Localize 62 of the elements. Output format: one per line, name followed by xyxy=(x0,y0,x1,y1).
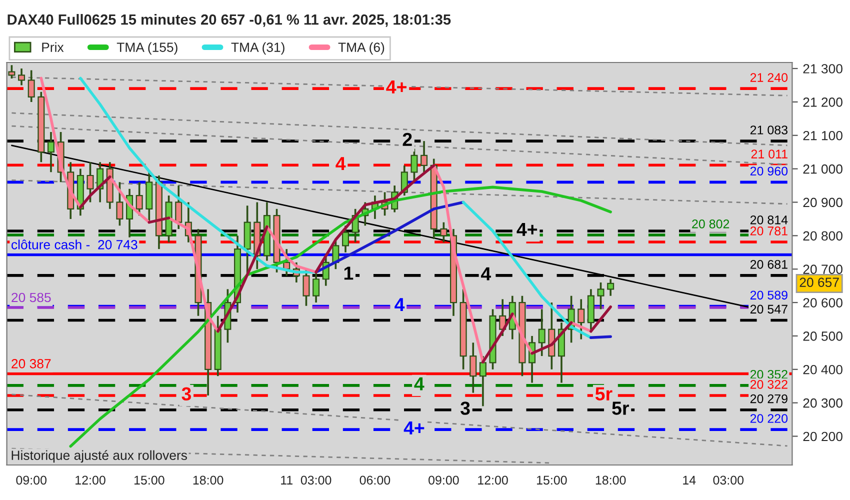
x-tick-label: 09:00 xyxy=(428,476,459,485)
y-tick-label: 20 600 xyxy=(803,298,842,308)
y-tick-label: 20 300 xyxy=(803,398,842,408)
x-tick-label: 09:00 xyxy=(16,476,46,485)
x-tick-label: 06:00 xyxy=(360,476,390,485)
legend-label: TMA (155) xyxy=(116,42,178,55)
annotation: 4 xyxy=(480,267,492,280)
annotation: 4 xyxy=(336,157,346,170)
x-tick-label: 12:00 xyxy=(76,476,106,485)
annotation: 4 xyxy=(394,298,405,312)
annotation: 4+ xyxy=(404,422,424,434)
annotation: 1 xyxy=(344,266,354,280)
y-tick-label: 21 300 xyxy=(803,64,842,74)
y-tick-label: 20 400 xyxy=(803,364,842,374)
ref-line-label: 21 011 xyxy=(751,150,788,158)
legend-label: Prix xyxy=(42,42,64,52)
annotation: 3 xyxy=(182,387,191,401)
y-tick-label: 20 800 xyxy=(803,231,842,241)
x-tick-label: 18:00 xyxy=(596,476,626,485)
annotation: 20 387 xyxy=(12,359,51,368)
annotation: Historique ajusté aux rollovers xyxy=(12,450,187,463)
annotation: 3 xyxy=(460,402,470,415)
x-tick-label: 03:00 xyxy=(713,476,744,485)
legend-label: TMA (6) xyxy=(338,42,384,55)
ref-line-label: 20 279 xyxy=(750,394,788,404)
ref-line-label: 20 352 xyxy=(750,370,788,379)
ref-line-label: 20 322 xyxy=(750,380,788,389)
y-tick-label: 21 000 xyxy=(803,164,842,174)
x-tick-label: 15:00 xyxy=(134,476,164,485)
y-tick-label: 20 900 xyxy=(803,198,842,208)
x-tick-label: 18:00 xyxy=(193,476,224,485)
chart-title: DAX40 Full0625 15 minutes 20 657 -0,61 % 11 avr. 2025, 18:01:35 xyxy=(8,14,451,27)
x-tick-label: 11 xyxy=(281,476,292,484)
x-tick-label: 12:00 xyxy=(478,476,508,485)
ref-line-label: 20 960 xyxy=(750,166,788,176)
x-tick-label: 14 xyxy=(683,476,696,484)
y-tick-label: 20 700 xyxy=(803,264,842,274)
ref-line-label: 20 589 xyxy=(750,290,788,300)
annotation: clôture cash - 20 743 xyxy=(12,240,138,250)
ref-line-label: 20 220 xyxy=(750,414,788,423)
ref-line-label: 20 547 xyxy=(750,304,788,314)
annotation: 5r xyxy=(612,402,629,415)
x-tick-label: 15:00 xyxy=(536,476,567,485)
annotation: 5r xyxy=(595,387,612,400)
y-tick-label: 21 100 xyxy=(803,130,842,140)
ref-line-label: 20 814 xyxy=(750,216,788,224)
ref-line-label: 21 083 xyxy=(750,126,788,134)
x-tick-label: 03:00 xyxy=(300,476,332,485)
annotation: 4+ xyxy=(516,222,538,236)
y-tick-label: 20 200 xyxy=(803,432,842,442)
text: 20 657 xyxy=(800,278,839,288)
legend-label: TMA (31) xyxy=(231,42,284,55)
y-tick-label: 20 500 xyxy=(803,332,842,341)
annotation: 4 xyxy=(414,377,424,390)
annotation: 2 xyxy=(402,132,412,146)
ref-line-label: 20 681 xyxy=(750,260,788,269)
ref-line-label: 20 781 xyxy=(750,226,788,236)
y-tick-label: 21 200 xyxy=(803,98,842,107)
annotation: 20 585 xyxy=(12,292,51,302)
ref-line-label: 21 240 xyxy=(750,73,788,82)
ref-line-label: 20 802 xyxy=(692,220,730,228)
annotation: 4+ xyxy=(386,80,406,94)
